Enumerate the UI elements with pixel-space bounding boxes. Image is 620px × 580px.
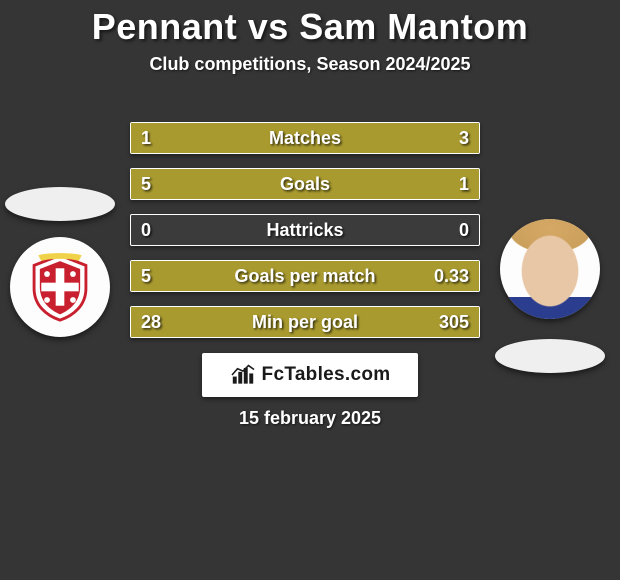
stat-row: 5Goals per match0.33	[130, 260, 480, 292]
player-left-avatar	[10, 237, 110, 337]
comparison-card: Pennant vs Sam Mantom Club competitions,…	[0, 0, 620, 580]
player-right-avatar	[500, 219, 600, 319]
stat-label: Goals	[131, 169, 479, 199]
footer-date: 15 february 2025	[0, 408, 620, 429]
stat-value-right: 0	[459, 215, 469, 245]
page-title: Pennant vs Sam Mantom	[0, 6, 620, 48]
stat-value-right: 3	[459, 123, 469, 153]
page-subtitle: Club competitions, Season 2024/2025	[0, 54, 620, 75]
bar-chart-icon	[230, 364, 256, 386]
brand-badge: FcTables.com	[202, 353, 418, 397]
player-right-shadow-ellipse	[495, 339, 605, 373]
club-crest-icon	[24, 251, 96, 323]
stat-label: Goals per match	[131, 261, 479, 291]
comparison-bars: 1Matches35Goals10Hattricks05Goals per ma…	[130, 122, 480, 352]
stat-label: Hattricks	[131, 215, 479, 245]
player-right-column	[490, 219, 610, 373]
stat-row: 1Matches3	[130, 122, 480, 154]
player-left-shadow-ellipse	[5, 187, 115, 221]
stat-row: 5Goals1	[130, 168, 480, 200]
stat-label: Matches	[131, 123, 479, 153]
player-left-column	[0, 187, 120, 337]
stat-row: 28Min per goal305	[130, 306, 480, 338]
stat-value-right: 0.33	[434, 261, 469, 291]
stat-row: 0Hattricks0	[130, 214, 480, 246]
stat-label: Min per goal	[131, 307, 479, 337]
brand-text: FcTables.com	[262, 364, 391, 386]
stat-value-right: 1	[459, 169, 469, 199]
player-photo-icon	[500, 219, 600, 319]
stat-value-right: 305	[439, 307, 469, 337]
